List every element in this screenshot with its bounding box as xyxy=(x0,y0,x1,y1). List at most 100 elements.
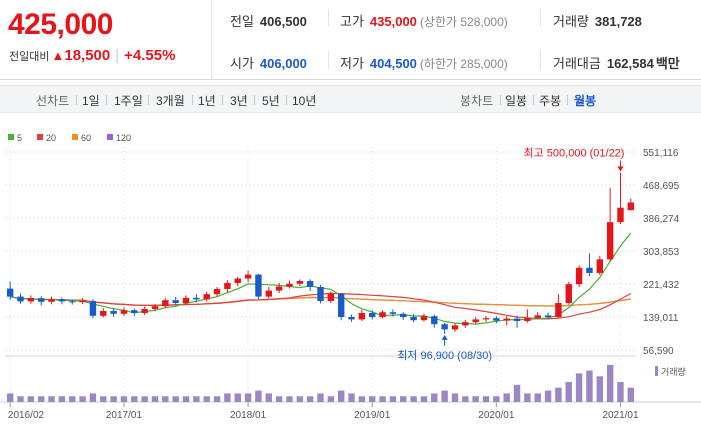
volume-bar xyxy=(410,396,417,402)
candle-body xyxy=(275,286,283,291)
volume-bar xyxy=(606,364,614,402)
volume-bar xyxy=(379,396,386,402)
volume-bar xyxy=(89,393,97,402)
volume-bar xyxy=(472,396,479,402)
period-3m-button[interactable]: 3개월 xyxy=(156,94,185,108)
legend-label: 20 xyxy=(46,133,56,143)
monthly-candle-button[interactable]: 월봉 xyxy=(574,94,597,108)
volume-bar xyxy=(524,393,531,402)
period-1w-button[interactable]: 1주일 xyxy=(114,94,143,108)
candle-body xyxy=(193,297,200,300)
stat-open: 시가 406,000 xyxy=(230,53,307,72)
candle-body xyxy=(337,293,345,318)
volume-bar xyxy=(203,396,210,402)
stat-value: 404,500 xyxy=(369,56,417,71)
candle-body xyxy=(172,300,179,303)
candle-body xyxy=(513,318,521,322)
volume-bar xyxy=(17,396,24,402)
volume-bar xyxy=(37,396,45,402)
chart-toolbar: 선차트 1일 1주일 3개월 1년 3년 5년 10년 봉차트 일봉 주봉 월봉 xyxy=(0,85,701,113)
weekly-candle-button[interactable]: 주봉 xyxy=(539,94,562,108)
divider xyxy=(540,9,541,27)
price-change: 전일대비 ▲18,500 | +4.55% xyxy=(9,47,175,64)
volume-bar xyxy=(617,382,624,402)
volume-bar xyxy=(513,384,521,402)
candle-body xyxy=(265,290,272,297)
candle-body xyxy=(420,316,428,321)
candle-body xyxy=(58,299,66,302)
candle-body xyxy=(627,202,635,211)
volume-bar xyxy=(431,393,438,402)
volume-bar xyxy=(555,387,562,402)
candle-body xyxy=(524,318,531,322)
divider xyxy=(540,51,541,69)
y-tick-label: 139,011 xyxy=(643,313,679,324)
candle-body xyxy=(37,298,45,302)
stat-value: 162,584 xyxy=(606,56,654,71)
candle-body xyxy=(317,286,324,301)
volume-bar xyxy=(420,396,428,402)
stat-value: 406,500 xyxy=(259,14,307,29)
stat-amount: 거래대금 162,584 백만 xyxy=(553,53,680,72)
volume-bar xyxy=(182,396,190,402)
candle-body xyxy=(555,302,562,318)
period-1y-button[interactable]: 1년 xyxy=(198,94,216,108)
divider xyxy=(500,95,501,105)
legend-swatch xyxy=(37,134,43,140)
candle-body xyxy=(234,278,241,283)
volume-bar xyxy=(58,396,66,402)
volume-bar xyxy=(244,393,252,402)
candle-body xyxy=(27,298,35,302)
candle-body xyxy=(79,300,86,303)
volume-bar xyxy=(193,396,200,402)
candle-body xyxy=(182,297,190,303)
volume-bar xyxy=(400,396,407,402)
up-arrow-icon xyxy=(441,334,448,340)
volume-bar xyxy=(296,396,304,402)
low-annotation: 최저 96,900 (08/30) xyxy=(397,349,492,362)
volume-bar xyxy=(575,373,583,402)
down-arrow-icon xyxy=(617,166,624,172)
change-percent: +4.55% xyxy=(124,47,176,64)
candle-body xyxy=(565,284,572,303)
period-1d-button[interactable]: 1일 xyxy=(82,94,100,108)
volume-bar xyxy=(389,396,397,402)
y-tick-label: 56,590 xyxy=(643,346,674,357)
candle-body xyxy=(131,310,138,314)
volume-bar xyxy=(348,393,355,402)
volume-bar xyxy=(151,396,159,402)
candle-body xyxy=(17,296,24,302)
period-3y-button[interactable]: 3년 xyxy=(230,94,248,108)
candle-body xyxy=(410,317,417,321)
candle-body xyxy=(441,324,448,330)
divider xyxy=(192,95,193,105)
candle-body xyxy=(358,313,366,320)
stat-value: 406,000 xyxy=(259,56,307,71)
volume-bar xyxy=(69,396,76,402)
stock-chart: 5 20 60 120 551,116 468,695 386,274 303,853 221,… xyxy=(0,133,701,421)
price-box: 425,000 전일대비 ▲18,500 | +4.55% xyxy=(0,0,212,80)
candle-body xyxy=(203,294,210,300)
volume-bar xyxy=(48,396,55,402)
divider xyxy=(76,95,77,105)
volume-bar xyxy=(213,396,221,402)
current-price: 425,000 xyxy=(8,8,113,41)
legend-label: 120 xyxy=(116,133,131,143)
daily-candle-button[interactable]: 일봉 xyxy=(505,94,528,108)
candle-body xyxy=(503,318,510,321)
divider xyxy=(567,95,568,105)
volume-bar xyxy=(265,393,272,402)
candle-body xyxy=(534,315,541,319)
x-tick-label: 2017/01 xyxy=(106,410,143,421)
candle-body xyxy=(462,322,469,326)
period-5y-button[interactable]: 5년 xyxy=(262,94,280,108)
volume-bar xyxy=(358,396,366,402)
volume-bar xyxy=(275,396,283,402)
change-label: 전일대비 xyxy=(9,51,50,63)
volume-bar xyxy=(286,396,293,402)
divider xyxy=(328,9,329,27)
legend-label: 60 xyxy=(81,133,91,143)
volume-bar xyxy=(627,387,635,402)
x-tick-label: 2016/02 xyxy=(8,410,45,421)
period-10y-button[interactable]: 10년 xyxy=(292,94,317,108)
